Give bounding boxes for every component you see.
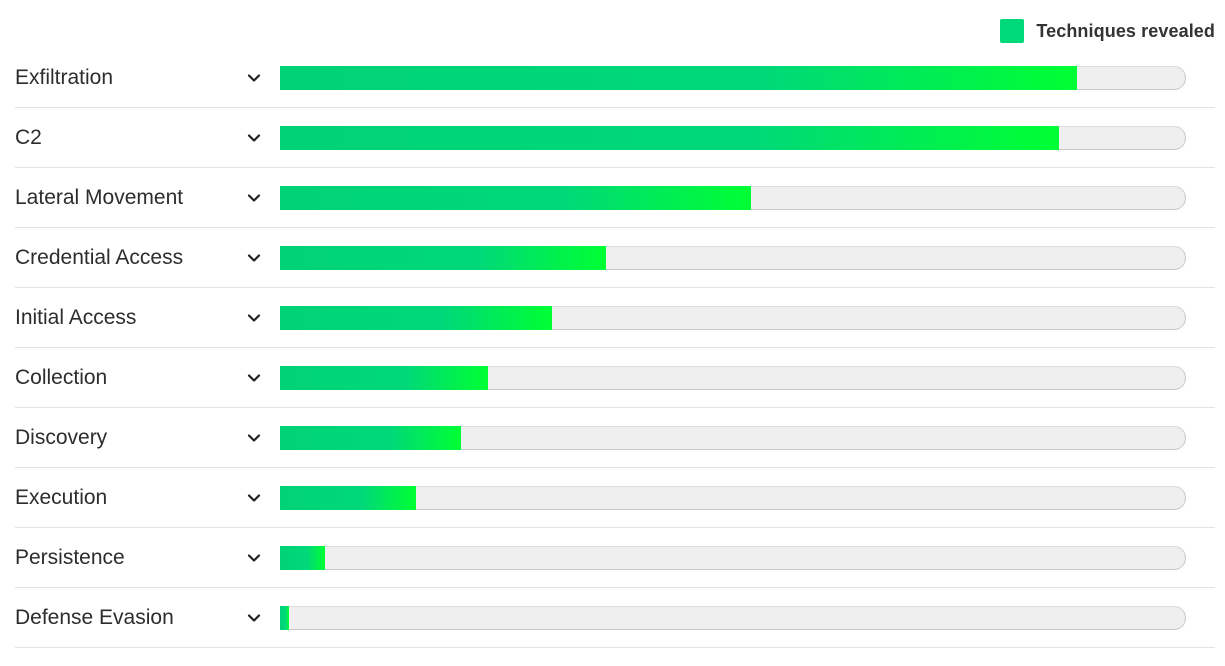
category-label: Lateral Movement (15, 185, 184, 209)
bar-fill (280, 425, 462, 450)
bar-fill (280, 245, 607, 270)
chevron-down-icon[interactable] (245, 129, 263, 147)
chevron-down-icon[interactable] (245, 429, 263, 447)
chart-row: Defense Evasion (15, 588, 1215, 648)
bar-fill (280, 545, 326, 570)
legend-label: Techniques revealed (1036, 20, 1215, 41)
chevron-down-icon[interactable] (245, 609, 263, 627)
chart-legend: Techniques revealed (1000, 19, 1215, 43)
bar-track (280, 305, 1186, 330)
bar-track (280, 365, 1186, 390)
chart-row: Execution (15, 468, 1215, 528)
bar-track (280, 185, 1186, 210)
bar-track (280, 605, 1186, 630)
chart-row: Exfiltration (15, 48, 1215, 108)
chart-row: Credential Access (15, 228, 1215, 288)
bar-fill (280, 125, 1060, 150)
chart-row: Lateral Movement (15, 168, 1215, 228)
chart-row: Persistence (15, 528, 1215, 588)
category-label: Discovery (15, 425, 108, 449)
chevron-down-icon[interactable] (245, 189, 263, 207)
chevron-down-icon[interactable] (245, 69, 263, 87)
bar-track (280, 425, 1186, 450)
bar-fill (280, 65, 1078, 90)
bar-track (280, 125, 1186, 150)
bar-fill (280, 185, 752, 210)
chevron-down-icon[interactable] (245, 549, 263, 567)
category-label: C2 (15, 125, 42, 149)
legend-swatch (1000, 19, 1025, 43)
chevron-down-icon[interactable] (245, 369, 263, 387)
bar-fill (280, 485, 416, 510)
category-label: Defense Evasion (15, 605, 174, 629)
chart-row: Collection (15, 348, 1215, 408)
chart-row: Initial Access (15, 288, 1215, 348)
bar-chart: Exfiltration C2 Lateral Movement Credential… (15, 48, 1215, 648)
chevron-down-icon[interactable] (245, 309, 263, 327)
bar-fill (280, 605, 290, 630)
bar-fill (280, 365, 489, 390)
chevron-down-icon[interactable] (245, 249, 263, 267)
category-label: Initial Access (15, 305, 137, 329)
category-label: Exfiltration (15, 65, 114, 89)
bar-fill (280, 305, 552, 330)
bar-track (280, 65, 1186, 90)
category-label: Collection (15, 365, 108, 389)
category-label: Credential Access (15, 245, 184, 269)
bar-track (280, 545, 1186, 570)
chart-row: C2 (15, 108, 1215, 168)
bar-track (280, 485, 1186, 510)
chevron-down-icon[interactable] (245, 489, 263, 507)
bar-track (280, 245, 1186, 270)
chart-row: Discovery (15, 408, 1215, 468)
category-label: Persistence (15, 545, 125, 569)
category-label: Execution (15, 485, 108, 509)
